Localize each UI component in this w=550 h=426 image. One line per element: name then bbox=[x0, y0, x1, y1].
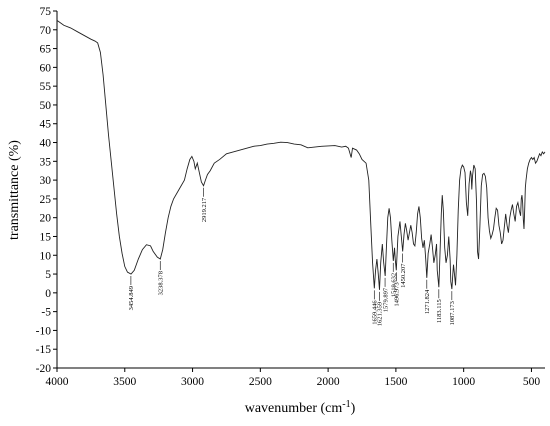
peak-label: 1183.115 bbox=[436, 299, 443, 323]
peak-label: 1450.207 bbox=[400, 263, 407, 288]
y-tick-label: 25 bbox=[40, 194, 52, 206]
y-tick-label: 35 bbox=[40, 156, 52, 168]
y-axis: -20 -15 -10 -5 0 5 10 15 20 25 30 35 40 45 50 55 60 65 70 7… bbox=[36, 6, 58, 375]
y-axis-label: transmittance (%) bbox=[7, 140, 22, 240]
y-tick-label: 70 bbox=[40, 25, 52, 37]
peak-label: 1621.359 bbox=[377, 302, 384, 326]
y-tick-label: 50 bbox=[40, 100, 52, 112]
peak-label: 1519.632 bbox=[391, 273, 398, 297]
y-tick-label: -10 bbox=[36, 325, 52, 337]
x-tick-label: 1500 bbox=[384, 376, 407, 388]
y-tick-label: -20 bbox=[36, 363, 52, 375]
spectrum-series bbox=[56, 20, 546, 290]
peak-label: 1087.173 bbox=[449, 301, 456, 325]
peak-label: 3238.378 bbox=[158, 271, 165, 295]
x-tick-label: 500 bbox=[523, 376, 541, 388]
peak-label: 1659.446 bbox=[372, 300, 379, 325]
spectrum-line bbox=[56, 20, 546, 290]
peak-label: 1496.973 bbox=[394, 282, 401, 306]
y-tick-label: 75 bbox=[40, 6, 52, 18]
x-tick-label: 3500 bbox=[113, 376, 136, 388]
y-tick-label: 55 bbox=[40, 81, 52, 93]
x-axis-label-main: wavenumber (cm bbox=[245, 401, 343, 416]
x-axis-label: wavenumber (cm-1) bbox=[245, 399, 356, 417]
peak-label: 2919.217 bbox=[201, 197, 208, 222]
x-axis: 4000 3500 3000 2500 2000 1500 1000 500 bbox=[46, 367, 545, 388]
y-tick-label: 65 bbox=[40, 44, 52, 56]
y-tick-label: 20 bbox=[40, 213, 52, 225]
y-tick-label: -5 bbox=[41, 307, 51, 319]
y-tick-label: 40 bbox=[40, 138, 52, 150]
x-tick-label: 2000 bbox=[317, 376, 340, 388]
y-tick-label: 60 bbox=[40, 62, 52, 74]
x-axis-label-sup: -1 bbox=[342, 399, 350, 410]
y-tick-label: 30 bbox=[40, 175, 52, 187]
x-axis-label-suffix: ) bbox=[351, 401, 356, 416]
peak-label: 1271.824 bbox=[424, 289, 431, 314]
y-tick-label: 5 bbox=[45, 269, 51, 281]
x-tick-label: 1000 bbox=[452, 376, 475, 388]
peak-label: 3454.849 bbox=[128, 286, 135, 310]
peak-label: 1579.897 bbox=[382, 287, 389, 312]
y-tick-label: 10 bbox=[40, 250, 52, 262]
y-tick-label: 15 bbox=[40, 231, 52, 243]
peak-annotations: 3454.849 3238.378 2919.217 1659.4461621.359… bbox=[128, 187, 456, 326]
x-tick-label: 3000 bbox=[181, 376, 204, 388]
y-tick-label: -15 bbox=[36, 344, 52, 356]
y-tick-label: 0 bbox=[45, 288, 51, 300]
x-tick-label: 2500 bbox=[249, 376, 272, 388]
x-tick-label: 4000 bbox=[46, 376, 69, 388]
y-tick-label: 45 bbox=[40, 119, 52, 131]
